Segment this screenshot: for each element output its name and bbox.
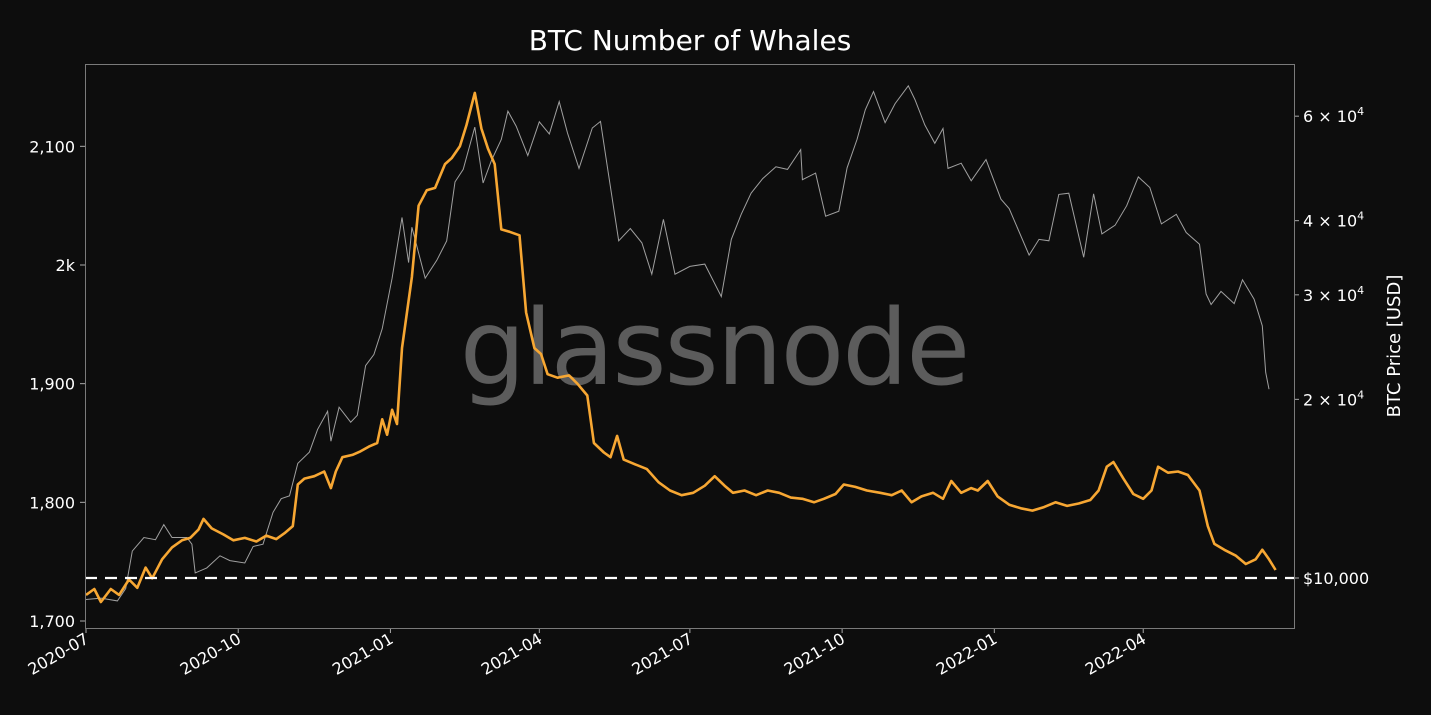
left-tick-label: 1,800 xyxy=(29,493,75,512)
right-tick-label: 3 × 104 xyxy=(1303,284,1364,305)
plot-frame xyxy=(85,64,1295,629)
left-tick-label: 1,900 xyxy=(29,375,75,394)
chart-title: BTC Number of Whales xyxy=(529,24,852,57)
right-tick-label: 6 × 104 xyxy=(1303,105,1364,126)
left-tick-label: 2k xyxy=(56,256,76,275)
right-axis-label: BTC Price [USD] xyxy=(1384,275,1405,418)
btc-price-line xyxy=(85,84,1270,602)
whales-line xyxy=(85,91,1277,604)
watermark-logo: glassnode xyxy=(460,287,969,409)
right-tick-label: $10,000 xyxy=(1303,569,1369,588)
plot-area xyxy=(85,84,1294,604)
right-tick-label: 4 × 104 xyxy=(1303,210,1364,231)
right-tick-label: 2 × 104 xyxy=(1303,388,1364,409)
left-y-axis: 1,700 1,800 1,900 2k 2,100 xyxy=(29,137,85,631)
left-tick-label: 2,100 xyxy=(29,137,75,156)
left-tick-label: 1,700 xyxy=(29,612,75,631)
right-y-axis: $10,000 2 × 104 3 × 104 4 × 104 6 × 104 xyxy=(1294,105,1369,588)
